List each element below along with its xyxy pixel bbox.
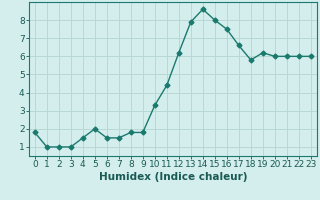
X-axis label: Humidex (Indice chaleur): Humidex (Indice chaleur) — [99, 172, 247, 182]
